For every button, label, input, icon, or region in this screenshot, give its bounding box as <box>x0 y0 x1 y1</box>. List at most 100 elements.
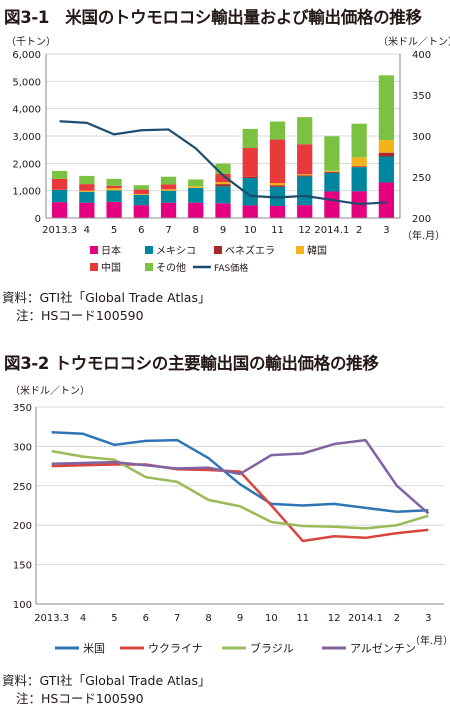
figure1-legend-label: メキシコ <box>156 246 196 257</box>
figure1-bar-segment <box>188 186 204 188</box>
figure1-bar-segment <box>324 136 340 171</box>
figure1-y2-tick-label: 200 <box>412 214 431 225</box>
figure1-bar-segment <box>106 190 122 202</box>
figure1-y-tick-label: 3,000 <box>12 132 41 143</box>
figure1-bar-segment <box>378 152 395 157</box>
figure2-y-tick-label: 200 <box>13 521 32 532</box>
figure1-bar-segment <box>79 202 95 218</box>
figure1-bar-segment <box>297 144 313 175</box>
figure2-x-tick-label: 2 <box>394 613 400 624</box>
figure1-bar-segment <box>324 171 340 173</box>
figure1-bar-segment <box>79 190 95 192</box>
figure2-x-tick-label: 9 <box>237 613 243 624</box>
figure2-series-line <box>51 449 429 530</box>
figure1-bar-segment <box>215 184 231 187</box>
figure1-bar-segment <box>351 167 367 192</box>
figure1-bar-segment <box>133 193 149 195</box>
figure1-bar-segment <box>297 175 313 177</box>
figure1-bar-segment <box>215 163 231 174</box>
figure1-bar-segment <box>79 184 95 191</box>
figure1-legend-swatch <box>145 246 153 254</box>
figure1-x-tick-label: 5 <box>111 225 117 236</box>
figure2-y-tick-label: 100 <box>13 600 32 611</box>
figure1-bar-segment <box>160 176 177 185</box>
figure1-title: 図3-1 米国のトウモロコシ輸出量および輸出価格の推移 <box>4 8 422 27</box>
figure2-x-tick-label: 4 <box>80 613 86 624</box>
figure2-x-tick-label: 10 <box>265 613 278 624</box>
figure1-bar-segment <box>51 178 68 190</box>
figure2-series-line <box>51 430 429 514</box>
figure2-y-tick-label: 350 <box>13 403 32 414</box>
figure1-x-tick-label: 3 <box>383 225 389 236</box>
figure2-y-tick-label: 300 <box>13 442 32 453</box>
figure1-x-unit: （年.月） <box>402 229 445 242</box>
figure2-x-tick-label: 8 <box>205 613 211 624</box>
figure1-bar-segment <box>269 139 286 184</box>
figure1-legend-label: ベネズエラ <box>225 244 275 257</box>
figure1-bar-segment <box>242 148 258 177</box>
figure1-bar-segment <box>215 173 231 183</box>
figure1-legend-label: その他 <box>156 261 186 274</box>
figure1-x-tick-label: 2014.1 <box>314 225 349 236</box>
figure2-x-tick-label: 6 <box>143 613 149 624</box>
figure2-legend-label: ウクライナ <box>148 642 203 655</box>
figure1-y-tick-label: 1,000 <box>12 187 41 198</box>
figure1-bar-segment <box>106 185 122 189</box>
figure1-right-unit: （米ドル／トン） <box>378 35 450 48</box>
figure1-left-unit: （千トン） <box>6 36 56 48</box>
figure2-x-tick-label: 3 <box>425 613 431 624</box>
figure2-note: 注：HSコード100590 <box>16 691 144 706</box>
figure1-bar-segment <box>106 188 122 191</box>
figure1-bar-segment <box>378 75 395 141</box>
figure1-bar-segment <box>351 166 367 168</box>
figure1-x-tick-label: 6 <box>138 225 144 236</box>
figure2-title: 図3-2 トウモロコシの主要輸出国の輸出価格の推移 <box>4 354 379 373</box>
figure1-x-tick-label: 2 <box>356 225 362 236</box>
figure2-y-tick-label: 250 <box>13 482 32 493</box>
figure1-bar-segment <box>79 175 95 185</box>
figure1-bar-segment <box>188 202 204 218</box>
figure2-source-block: 資料：GTI社「Global Trade Atlas」 注：HSコード10059… <box>2 672 210 708</box>
figure1-bar-segment <box>351 157 367 167</box>
figure1-bar-segment <box>106 178 122 186</box>
figure2-y-unit: （米ドル／トン） <box>10 385 90 397</box>
figure1-x-tick-label: 11 <box>271 225 284 236</box>
figure1-bar-segment <box>79 191 95 203</box>
figure1-bar-segment <box>51 170 68 179</box>
figure1-bar-segment <box>133 189 149 194</box>
figure1-x-tick-label: 9 <box>220 225 226 236</box>
figure1-y2-tick-label: 400 <box>412 50 431 61</box>
figure1-bar-segment <box>378 140 395 153</box>
figure2-x-tick-label: 7 <box>174 613 180 624</box>
figure1-bar-segment <box>297 176 313 206</box>
figure1-bar-segment <box>215 186 231 204</box>
figure1-legend-swatch <box>90 246 98 254</box>
figure2-legend-label: アルゼンチン <box>350 642 416 655</box>
figure1-bar-segment <box>297 117 313 145</box>
figure1-bar-segment <box>378 156 395 183</box>
figure2-series-line <box>51 438 430 515</box>
figure2-x-unit: （年.月） <box>410 634 450 647</box>
figure1-source: 資料：GTI社「Global Trade Atlas」 <box>2 290 211 305</box>
figure1-bar-segment <box>242 128 258 149</box>
figure1-bar-segment <box>188 187 204 203</box>
figure1-y2-tick-label: 350 <box>412 91 431 102</box>
figure1-bar-segment <box>160 184 177 190</box>
figure1-legend-label: 韓国 <box>307 245 327 257</box>
figure1-bar-segment <box>324 172 340 192</box>
figure1-bar-segment <box>188 179 204 187</box>
figure1-bar-segment <box>160 189 177 191</box>
figure1-legend-swatch <box>214 246 222 254</box>
figure1-y-tick-label: 4,000 <box>12 105 41 116</box>
figure1-note: 注：HSコード100590 <box>16 308 144 323</box>
figure1-price-line <box>59 120 387 206</box>
figure1-y-tick-label: 6,000 <box>12 50 41 61</box>
figure1-y-tick-label: 0 <box>35 214 41 225</box>
figure1-legend-label: 日本 <box>101 244 121 257</box>
figure1-bar-segment <box>215 203 231 218</box>
figure1-bar-segment <box>51 189 68 203</box>
figure1-bar-segment <box>242 178 258 206</box>
figure1-legend-swatch <box>145 263 153 271</box>
figure1-x-tick-label: 10 <box>244 225 257 236</box>
figure2-legend-label: 米国 <box>83 642 105 655</box>
